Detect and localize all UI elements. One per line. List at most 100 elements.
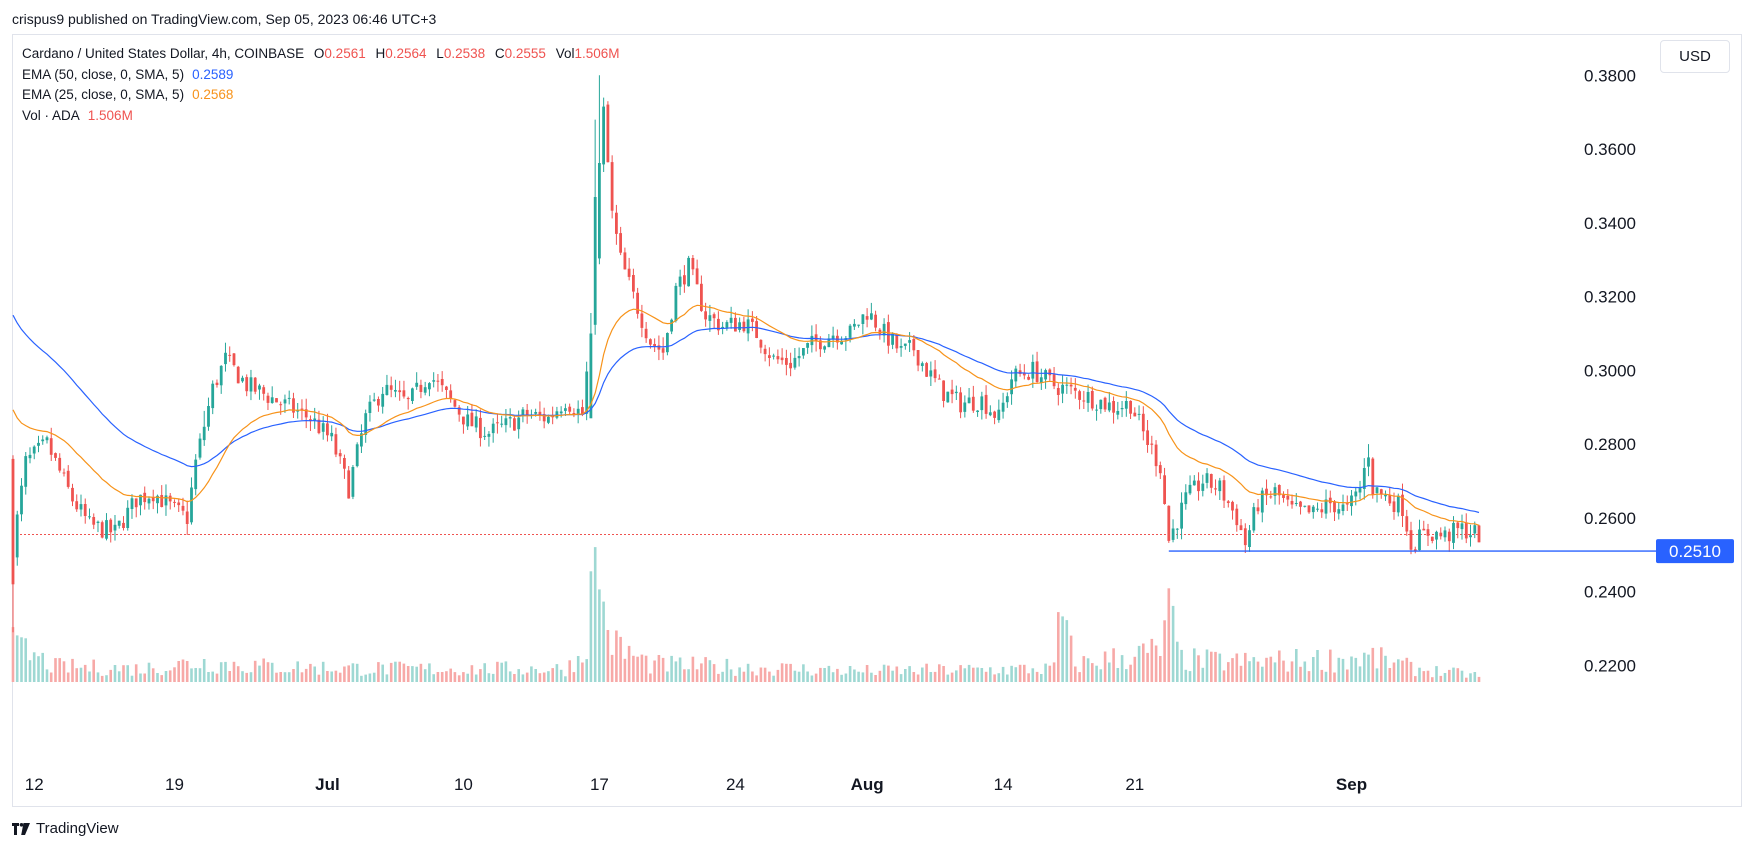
x-tick-label: 24 (726, 775, 745, 794)
volume-bar (241, 671, 244, 682)
candle-body (236, 366, 240, 384)
candle-body (1061, 384, 1064, 394)
volume-bar (1112, 648, 1115, 682)
candle-body (1413, 549, 1417, 551)
candle-body (1426, 529, 1430, 536)
candle-body (313, 418, 317, 421)
volume-bar (219, 662, 223, 682)
candle-body (802, 348, 805, 356)
candle-body (721, 326, 724, 329)
volume-bar (1290, 661, 1294, 682)
candle-body (20, 485, 23, 515)
volume-bar (398, 661, 401, 682)
candle-body (156, 495, 159, 504)
legend-ema25-row[interactable]: EMA (25, close, 0, SMA, 5) 0.2568 (22, 85, 620, 106)
volume-bar (708, 660, 712, 682)
symbol-title[interactable]: Cardano / United States Dollar, 4h, COIN… (22, 46, 305, 61)
volume-bar (1346, 669, 1349, 682)
candle-body (1192, 480, 1196, 486)
volume-bar (1176, 641, 1179, 682)
volume-bar (1333, 672, 1336, 682)
volume-bar (326, 671, 329, 682)
volume-bar (37, 656, 40, 682)
candle-body (670, 319, 673, 332)
volume-bar (105, 675, 108, 682)
candle-body (627, 268, 631, 277)
volume-bar (1035, 671, 1039, 682)
candle-body (742, 321, 746, 332)
candle-body (326, 423, 329, 436)
volume-bar (840, 674, 843, 682)
candle-body (88, 516, 91, 518)
volume-bar (861, 672, 865, 682)
candle-body (304, 409, 308, 418)
candle-body (1205, 473, 1209, 483)
candle-body (1107, 402, 1111, 411)
x-tick-label: 19 (165, 775, 184, 794)
volume-bar (1040, 674, 1043, 682)
volume-bar (802, 664, 805, 682)
volume-bar (1163, 620, 1166, 682)
volume-bar (768, 671, 771, 682)
ema25-value: 0.2568 (192, 87, 234, 102)
candle-body (695, 268, 699, 285)
volume-bar (542, 672, 546, 682)
candle-body (1252, 507, 1256, 531)
candle-body (15, 514, 19, 558)
volume-bar (1171, 605, 1175, 682)
legend-volume-row[interactable]: Vol · ADA 1.506M (22, 106, 620, 127)
volume-bar (717, 673, 720, 682)
volume-bar (415, 666, 418, 682)
volume-bar (75, 668, 78, 682)
candle-body (954, 391, 958, 394)
tradingview-logo-icon (12, 822, 30, 835)
currency-button[interactable]: USD (1660, 40, 1730, 73)
volume-bar (321, 661, 325, 682)
tradingview-footer[interactable]: TradingView (12, 820, 119, 837)
volume-bar (266, 662, 270, 682)
volume-bar (980, 668, 984, 682)
candle-body (37, 442, 40, 446)
volume-bar (389, 662, 393, 682)
candle-body (440, 379, 444, 386)
candle-body (559, 411, 563, 414)
candle-body (122, 522, 125, 528)
volume-bar (1448, 669, 1451, 682)
candle-body (653, 344, 656, 346)
candle-body (687, 257, 690, 287)
volume-bar (882, 664, 886, 682)
volume-bar (504, 661, 508, 682)
volume-bar (1197, 655, 1200, 682)
x-tick-label: 12 (25, 775, 44, 794)
volume-bar (253, 660, 257, 682)
volume-bar (88, 671, 91, 682)
candle-body (920, 363, 924, 366)
volume-bar (547, 671, 550, 682)
volume-bar (691, 656, 695, 682)
volume-bar (334, 670, 338, 682)
candle-body (899, 346, 903, 348)
candle-body (317, 419, 321, 434)
legend-ema50-row[interactable]: EMA (50, close, 0, SMA, 5) 0.2589 (22, 65, 620, 86)
volume-bar (695, 669, 699, 682)
candle-body (538, 411, 542, 415)
volume-bar (1341, 658, 1345, 682)
volume-bar (525, 672, 529, 682)
open-value: 0.2561 (324, 46, 366, 61)
candle-body (1392, 501, 1396, 512)
volume-bar (360, 675, 363, 682)
candle-body (848, 325, 852, 338)
volume-bar (160, 675, 163, 682)
volume-bar (79, 667, 83, 682)
volume-bar (780, 663, 784, 682)
volume-bar (993, 674, 996, 682)
volume-bar (1218, 653, 1222, 682)
volume-bar (71, 658, 74, 682)
volume-bar (559, 669, 563, 682)
candle-body (547, 416, 550, 423)
candle-body (487, 433, 491, 437)
volume-bar (1061, 616, 1064, 682)
candle-body (300, 408, 304, 410)
volume-bar (134, 664, 138, 682)
